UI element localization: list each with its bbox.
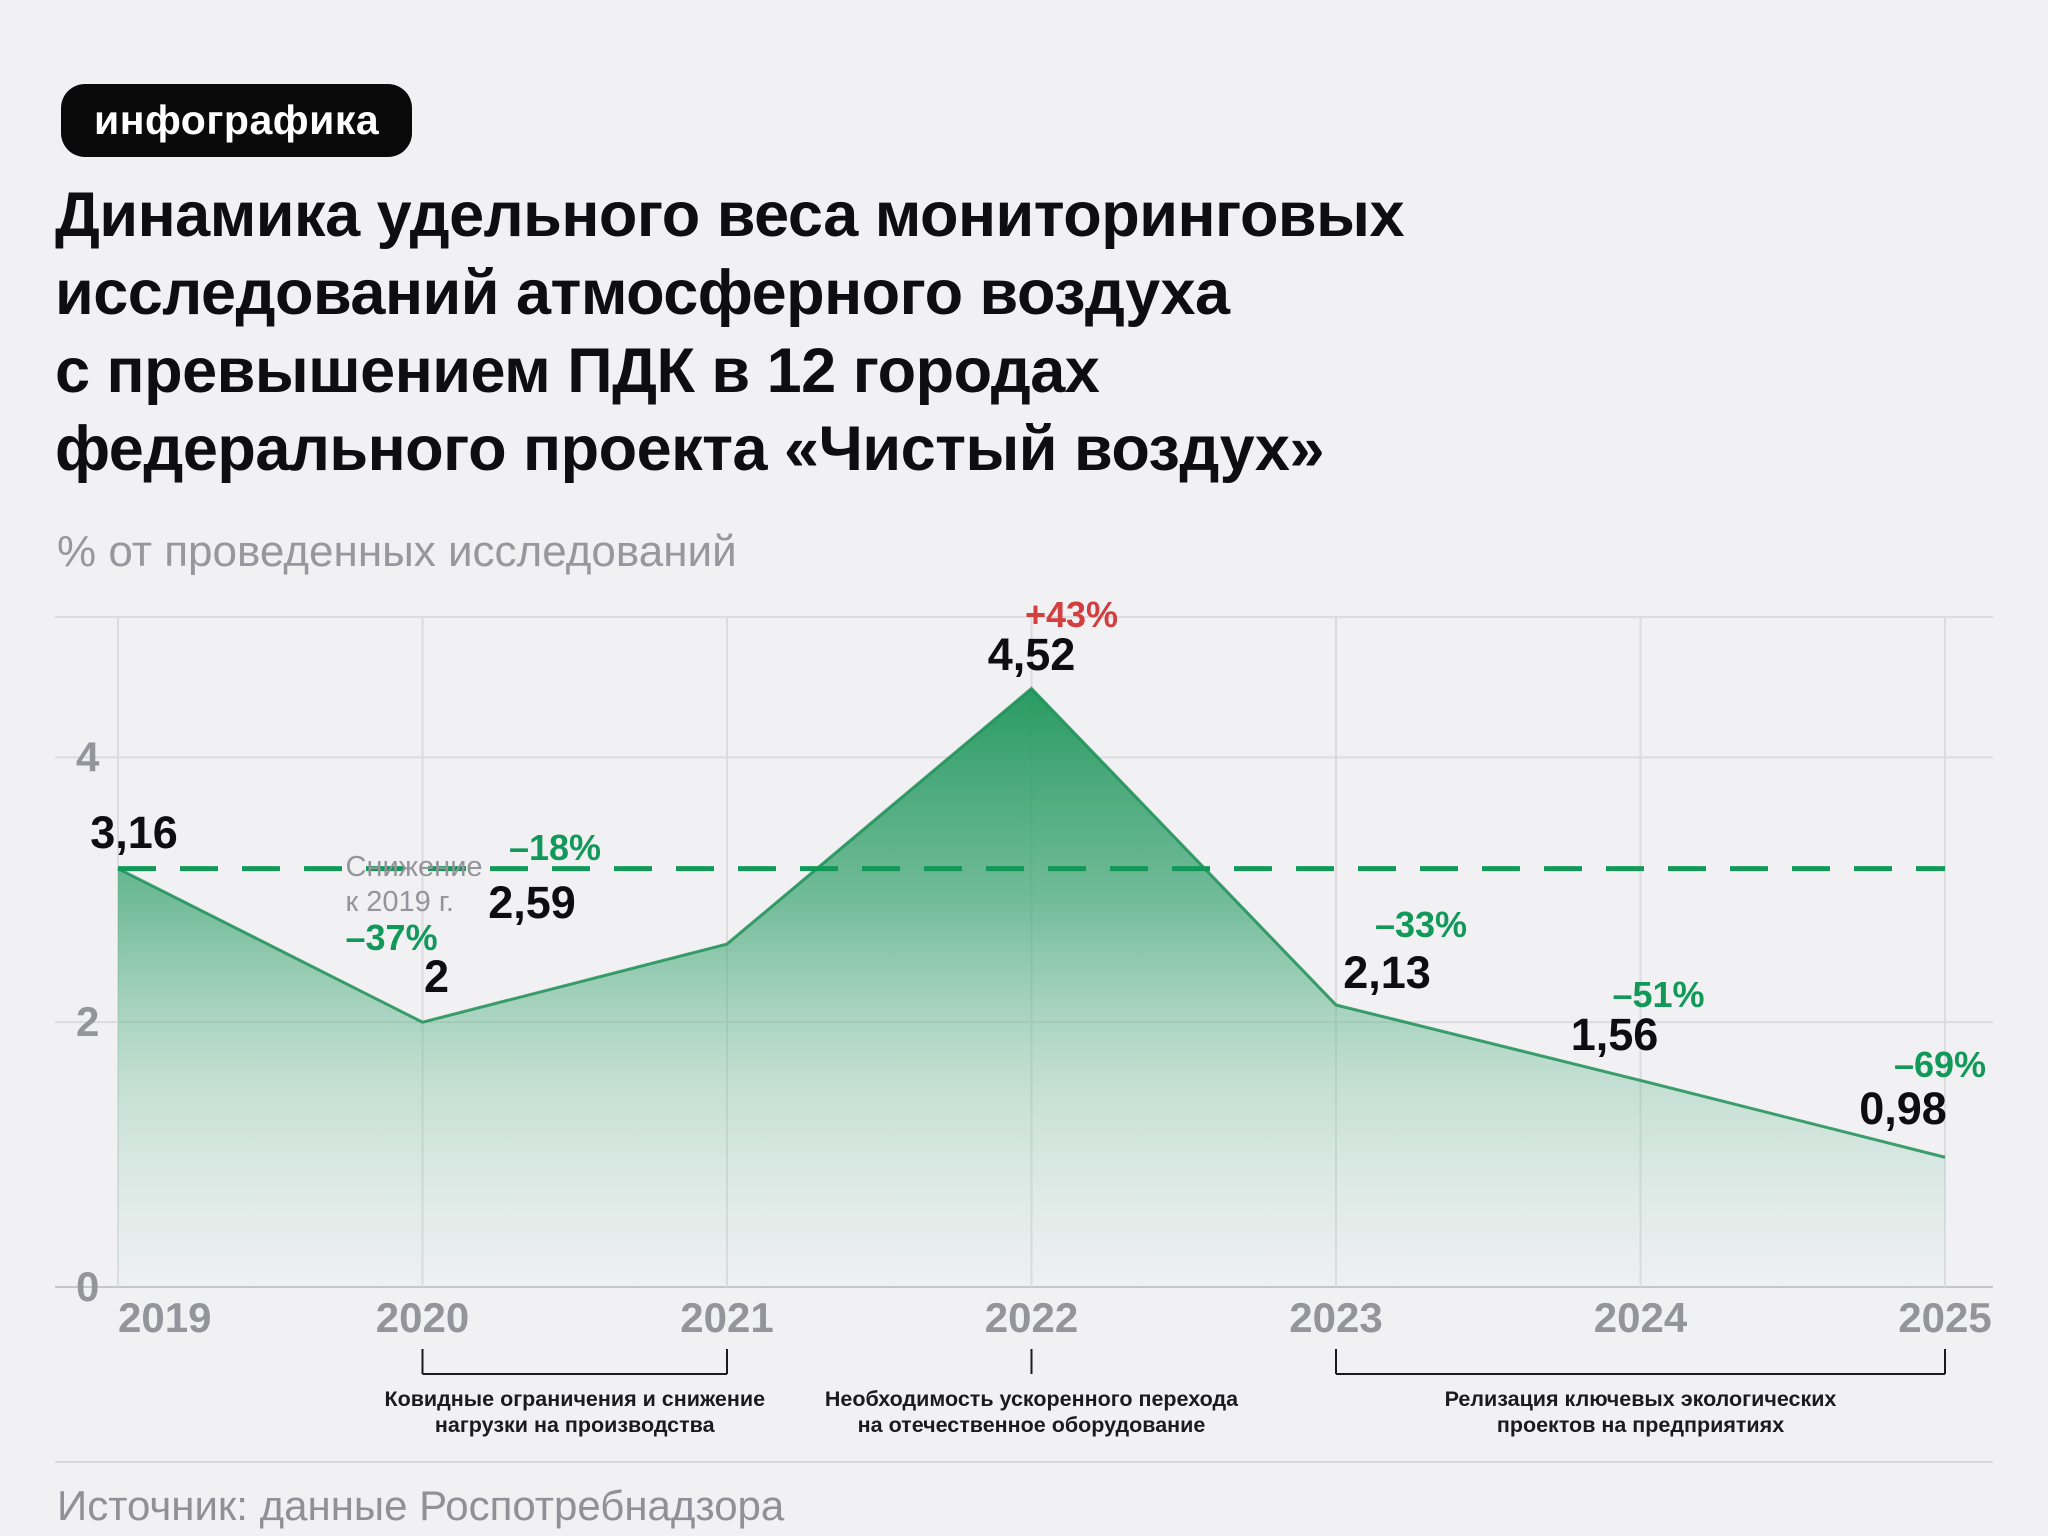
x-tick-label-2024: 2024 — [1594, 1294, 1688, 1341]
value-label-2022: 4,52 — [988, 629, 1076, 680]
pct-label-2021: –18% — [509, 827, 601, 868]
title-line-2: исследований атмосферного воздуха — [55, 258, 1230, 328]
x-tick-label-2020: 2020 — [376, 1294, 469, 1341]
area-top-line — [117, 686, 1946, 1159]
annotation-text-3: проектов на предприятиях — [1497, 1413, 1784, 1437]
annotation-text-1: Ковидные ограничения и снижение — [384, 1387, 765, 1411]
pct-label-2025: –69% — [1894, 1044, 1986, 1085]
pct-label-2024: –51% — [1612, 974, 1704, 1015]
annotation-text-2: на отечественное оборудование — [858, 1413, 1206, 1437]
x-tick-label-2025: 2025 — [1898, 1294, 1991, 1341]
chart-units-label: % от проведенных исследований — [57, 527, 737, 576]
annotation-text-3: Релизация ключевых экологических — [1445, 1387, 1837, 1411]
footer-divider — [55, 1461, 1993, 1463]
pct-label-2023: –33% — [1375, 904, 1467, 945]
y-tick-label-4: 4 — [76, 733, 100, 780]
annotation-text-1: нагрузки на производства — [435, 1413, 716, 1437]
infographic-badge: инфографика — [61, 84, 413, 157]
pct-label-2020: –37% — [346, 917, 438, 958]
x-tick-label-2021: 2021 — [680, 1294, 773, 1341]
area-fill — [118, 688, 1945, 1287]
y-tick-label-2: 2 — [76, 998, 99, 1045]
title-line-1: Динамика удельного веса мониторинговых — [55, 180, 1405, 250]
badge-label: инфографика — [94, 97, 380, 143]
value-label-2024: 1,56 — [1571, 1009, 1659, 1060]
value-label-2020: 2 — [424, 951, 449, 1002]
value-label-2021: 2,59 — [488, 877, 576, 928]
value-label-2019: 3,16 — [90, 807, 178, 858]
value-label-2025: 0,98 — [1859, 1083, 1947, 1134]
x-tick-label-2019: 2019 — [118, 1294, 211, 1341]
value-label-2023: 2,13 — [1343, 947, 1431, 998]
y-tick-label-0: 0 — [76, 1263, 99, 1310]
baseline-note-line-1: Снижение — [346, 851, 483, 883]
baseline-note-line-2: к 2019 г. — [346, 886, 454, 918]
source-label: Источник: данные Роспотребнадзора — [57, 1482, 785, 1529]
title-line-4: федерального проекта «Чистый воздух» — [55, 414, 1325, 484]
x-tick-label-2022: 2022 — [985, 1294, 1078, 1341]
x-tick-label-2023: 2023 — [1289, 1294, 1382, 1341]
page-title: Динамика удельного веса мониторинговых и… — [55, 176, 1405, 488]
pct-label-2022: +43% — [1025, 600, 1118, 635]
title-line-3: с превышением ПДК в 12 городах — [55, 336, 1100, 406]
annotation-text-2: Необходимость ускоренного перехода — [825, 1387, 1239, 1411]
